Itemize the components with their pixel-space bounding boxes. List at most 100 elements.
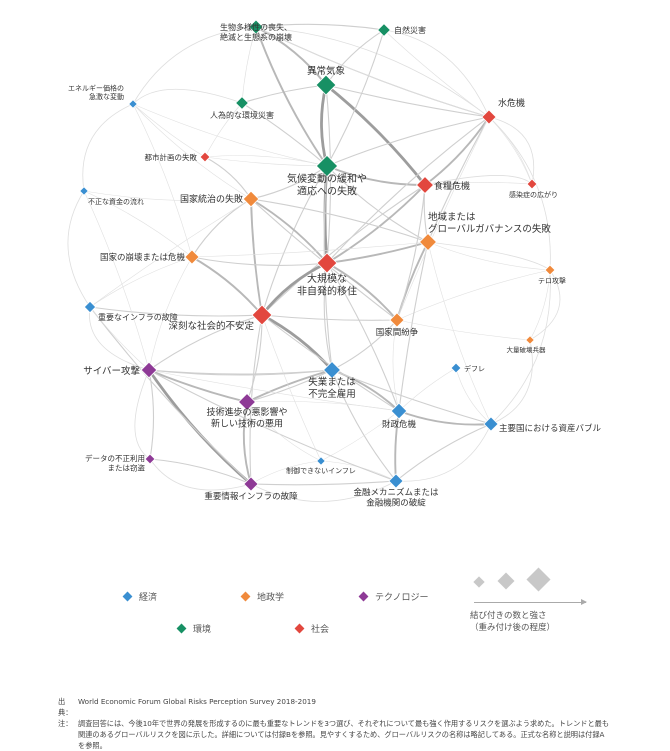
node-ngv-label-1: 国家統治の失敗: [180, 193, 243, 205]
edge-cri-cyb: [89, 306, 150, 371]
node-con: 国家間紛争: [376, 312, 419, 338]
node-nat-label-1: 自然災害: [394, 25, 426, 35]
edge-adv-unm: [246, 401, 322, 462]
legend-geo-diamond-icon: [240, 591, 251, 602]
edge-sip-unm: [261, 314, 322, 462]
outer-arc-fod-inf: [424, 175, 533, 186]
node-cyb-label-1: サイバー攻撃: [83, 365, 140, 377]
edge-mig-fis: [326, 262, 400, 412]
edge-man-urb: [204, 102, 243, 158]
edge-cli-ngv: [250, 165, 328, 200]
footnotes: 出典： World Economic Forum Global Risks Pe…: [58, 696, 618, 751]
source-text: World Economic Forum Global Risks Percep…: [78, 697, 316, 706]
outer-arc-ter-wmd: [529, 269, 561, 341]
edge-cyb-adv: [148, 369, 248, 403]
node-unm-label-1: 制御できないインフレ: [286, 466, 356, 475]
legend-env-diamond-icon: [176, 623, 187, 634]
legend-tech-label: テクノロジー: [375, 593, 429, 603]
edge-nat-wat: [383, 29, 490, 118]
edge-une-bub: [331, 369, 492, 425]
node-bio-label-2: 絶滅と生態系の崩壊: [220, 32, 292, 42]
node-sip-diamond-icon: [251, 304, 273, 326]
edge-unm-fis: [320, 410, 400, 462]
node-wat-diamond-icon: [481, 109, 497, 125]
edge-def-fis: [398, 367, 457, 412]
node-fis: 財政危機: [382, 402, 416, 430]
edge-dat-cit: [149, 458, 252, 485]
node-fin-label-1: 金融メカニズムまたは: [353, 487, 439, 498]
edge-wat-rgv: [427, 116, 490, 243]
node-fod-diamond-icon: [415, 175, 435, 195]
node-wat: 水危機: [481, 97, 525, 125]
node-mig-diamond-icon: [316, 252, 338, 274]
edge-wat-fod: [424, 116, 490, 186]
node-cli-label-2: 適応への失敗: [297, 185, 357, 198]
node-ill-diamond-icon: [79, 186, 89, 196]
node-dat-label-1: データの不正利用: [85, 453, 145, 463]
legend-env-label: 環境: [193, 625, 212, 635]
node-wmd: 大量破壊兵器: [507, 335, 546, 354]
edge-ill-cyb: [83, 190, 150, 371]
risk-network-diagram: 生物多様性の喪失、絶滅と生態系の崩壊 自然災害異常気象人為的な環境災害気候変動の緩…: [67, 19, 602, 509]
edge-wea-wat: [325, 84, 490, 118]
edge-inf-fod: [424, 182, 533, 186]
node-nat: 自然災害: [377, 23, 426, 37]
medium-diamond-icon: [497, 572, 515, 590]
outer-arc-man-ene: [132, 88, 243, 105]
edge-ngv-mig: [250, 198, 328, 264]
legend-soc-diamond-icon: [294, 623, 305, 634]
node-bio-diamond-icon: [248, 19, 264, 35]
edge-une-adv: [246, 369, 333, 403]
node-wat-label-1: 水危機: [498, 97, 525, 109]
edge-mig-rgv: [326, 241, 429, 264]
edge-cri-cit: [89, 306, 252, 485]
strength-diamonds: [470, 567, 590, 598]
edge-sip-cyb: [148, 314, 263, 371]
node-adv-label-1: 技術進歩の悪影響や: [206, 406, 287, 418]
node-rgv-label-1: 地域または: [428, 211, 476, 223]
edge-cyb-dat: [148, 369, 155, 460]
node-ter: テロ攻撃: [538, 264, 566, 285]
explanatory-note: 注： 調査回答には、今後10年で世界の発展を形成するのに最も重要なトレンドを3つ…: [58, 718, 618, 751]
edge-sip-con: [261, 314, 398, 321]
edge-def-bub: [455, 367, 492, 425]
outer-arc-bub-fin: [395, 423, 492, 482]
edge-ngv-cri: [89, 198, 252, 308]
outer-arc-ter-bub: [490, 269, 551, 425]
edge-ngv-sta: [191, 198, 252, 258]
node-mig-label-1: 大規模な: [307, 272, 347, 285]
edge-cyb-une: [148, 369, 333, 376]
node-man-diamond-icon: [235, 96, 249, 110]
node-man-label-1: 人為的な環境災害: [210, 110, 274, 120]
legend-soc-label: 社会: [311, 625, 330, 635]
node-unm-diamond-icon: [316, 456, 326, 466]
edge-adv-cit: [242, 401, 252, 485]
nodes: 生物多様性の喪失、絶滅と生態系の崩壊 自然災害異常気象人為的な環境災害気候変動の緩…: [68, 19, 602, 509]
legend-geo-label: 地政学: [257, 593, 285, 603]
outer-arc-fin-cit: [250, 480, 397, 502]
edge-ene-urb: [132, 103, 206, 158]
node-sip: 深刻な社会的不安定: [168, 304, 273, 332]
legend-item-geo: 地政学: [240, 590, 285, 603]
edge-sta-mig: [191, 256, 328, 266]
node-con-label-1: 国家間紛争: [376, 327, 419, 338]
node-ter-diamond-icon: [544, 264, 556, 276]
legend-item-env: 環境: [176, 622, 212, 635]
edge-sip-une: [260, 313, 334, 372]
node-cli-label-1: 気候変動の緩和や: [287, 172, 367, 185]
edge-sta-cyb: [148, 256, 193, 371]
node-con-diamond-icon: [389, 312, 405, 328]
edge-cyb-fin: [148, 369, 397, 482]
node-ene-diamond-icon: [128, 99, 138, 109]
node-wea-diamond-icon: [315, 74, 337, 96]
node-bio-label-1: 生物多様性の喪失、: [220, 22, 292, 32]
outer-arc-ill-ene: [82, 103, 134, 192]
edge-ngv-rgv: [250, 198, 429, 243]
outer-arc-cri-ill: [67, 190, 91, 308]
edge-rgv-bub: [427, 241, 492, 425]
connection-strength-legend: 結び付きの数と強さ （重み付け後の程度）: [470, 567, 590, 633]
